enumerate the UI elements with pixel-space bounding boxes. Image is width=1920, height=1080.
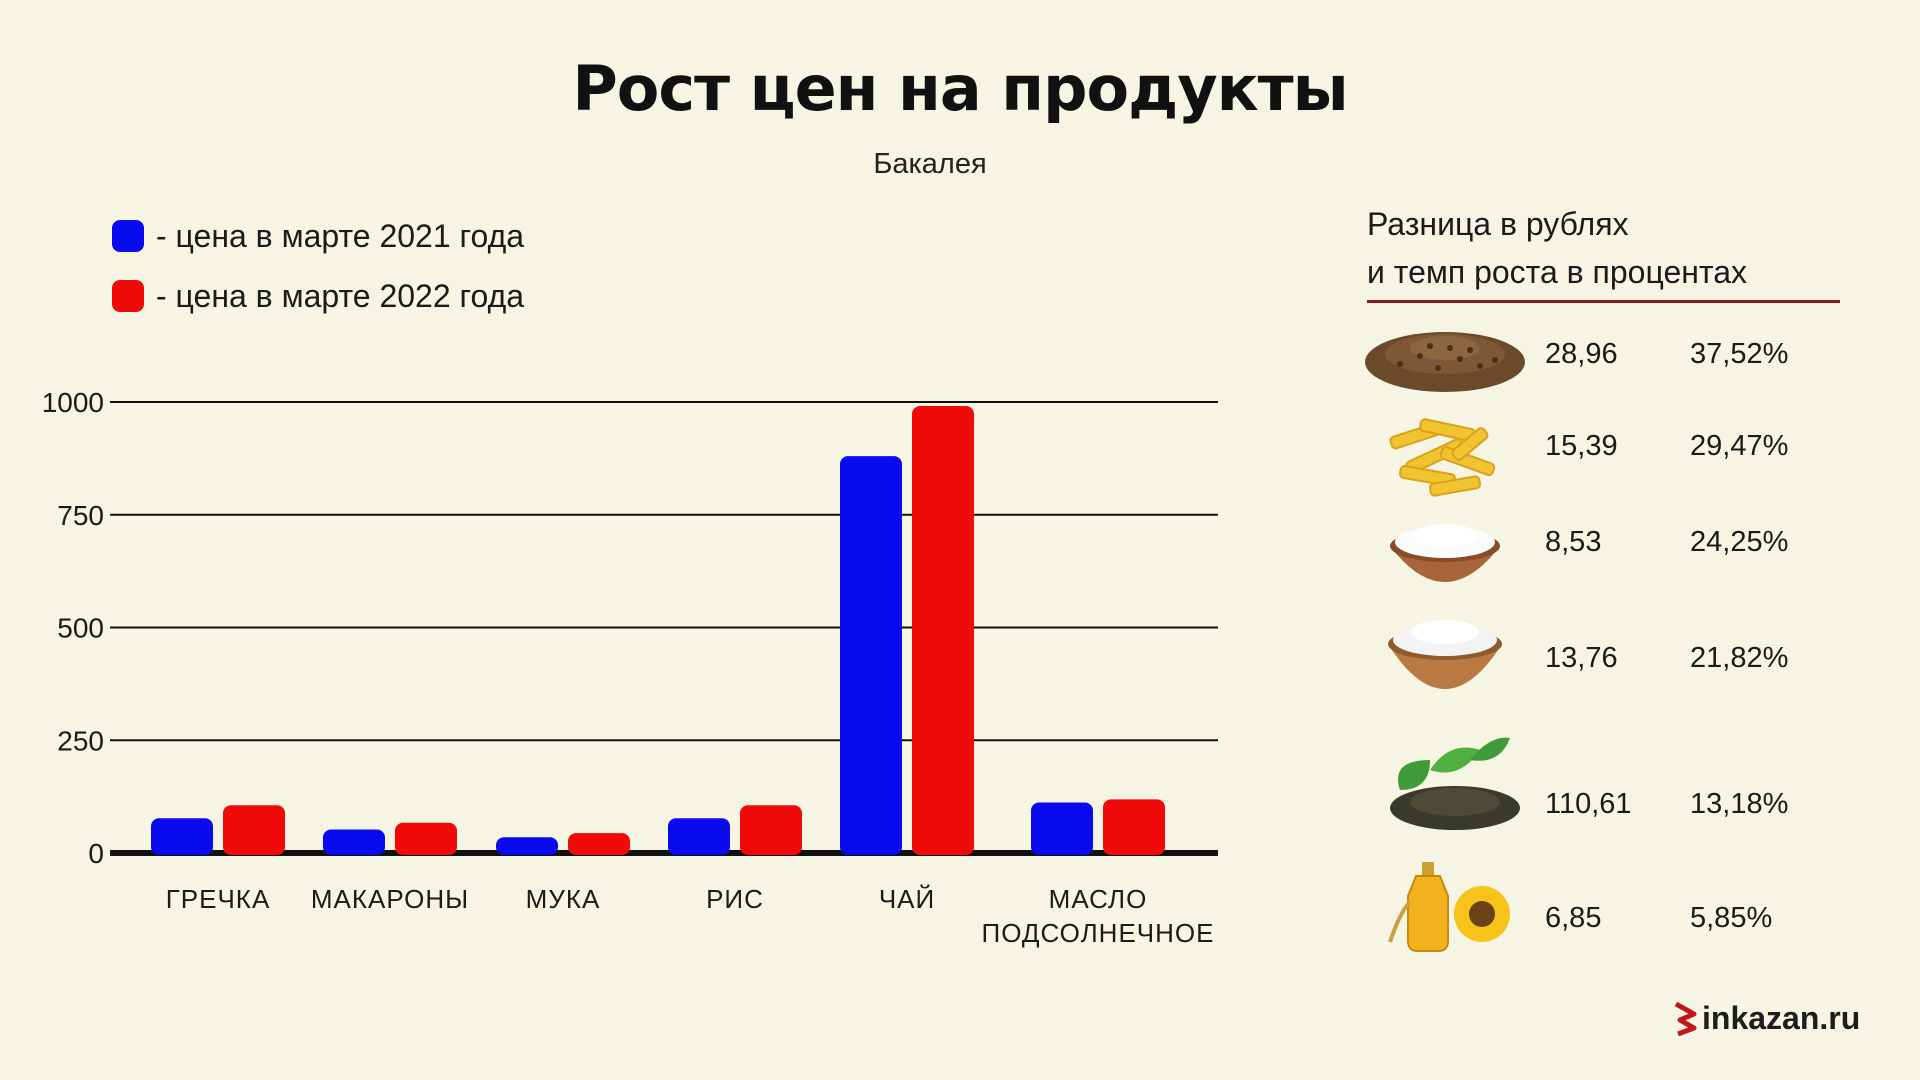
panel-row-tea: 110,61 13,18% bbox=[1360, 730, 1880, 840]
legend-label-2021: - цена в марте 2021 года bbox=[156, 217, 525, 254]
bar-2021-3 bbox=[668, 818, 730, 855]
x-category-label-4: ЧАЙ bbox=[879, 884, 935, 914]
panel-heading-line1: Разница в рублях bbox=[1367, 206, 1629, 242]
tea-leaves-icon bbox=[1390, 737, 1520, 830]
panel-diff-flour: 8,53 bbox=[1545, 526, 1602, 558]
bar-2021-0 bbox=[151, 818, 213, 855]
site-logo[interactable]: inkazan.ru bbox=[1672, 1000, 1860, 1037]
sunflower-oil-icon bbox=[1388, 862, 1510, 952]
bar-2021-4 bbox=[840, 456, 902, 855]
panel-diff-pasta: 15,39 bbox=[1545, 430, 1618, 462]
bar-chart: 0 250 500 750 1000 ГРЕЧКА МАКАРОНЫ МУКА РИС ЧАЙ МА… bbox=[42, 387, 1218, 948]
bar-2021-5 bbox=[1031, 802, 1093, 855]
panel-heading: Разница в рублях и темп роста в процента… bbox=[1367, 200, 1847, 296]
legend-item-2021: - цена в марте 2021 года bbox=[112, 206, 524, 266]
y-tick-label-500: 500 bbox=[57, 613, 104, 644]
panel-pct-flour: 24,25% bbox=[1690, 526, 1789, 558]
chart-title: Рост цен на продукты bbox=[572, 52, 1348, 125]
flour-bowl-icon bbox=[1390, 524, 1500, 582]
panel-pct-pasta: 29,47% bbox=[1690, 430, 1789, 462]
x-category-label-2: МУКА bbox=[526, 884, 601, 914]
legend-swatch-2022 bbox=[112, 280, 144, 312]
panel-pct-buckwheat: 37,52% bbox=[1690, 338, 1789, 370]
bar-2022-2 bbox=[568, 833, 630, 855]
x-category-label-1: МАКАРОНЫ bbox=[311, 884, 469, 914]
y-tick-label-1000: 1000 bbox=[42, 387, 104, 418]
chart-subtitle: Бакалея bbox=[873, 148, 987, 180]
logo-mark-icon bbox=[1674, 1001, 1697, 1036]
legend-item-2022: - цена в марте 2022 года bbox=[112, 266, 524, 326]
panel-diff-tea: 110,61 bbox=[1545, 788, 1632, 820]
panel-pct-tea: 13,18% bbox=[1690, 788, 1789, 820]
bar-2021-1 bbox=[323, 829, 385, 855]
panel-divider bbox=[1367, 300, 1840, 303]
legend: - цена в марте 2021 года - цена в марте … bbox=[112, 206, 524, 326]
bar-2022-0 bbox=[223, 805, 285, 855]
panel-diff-oil: 6,85 bbox=[1545, 902, 1602, 934]
y-tick-label-750: 750 bbox=[57, 500, 104, 531]
buckwheat-icon bbox=[1365, 332, 1525, 392]
x-category-label-3: РИС bbox=[706, 884, 764, 914]
panel-row-pasta: 15,39 29,47% bbox=[1360, 400, 1880, 510]
panel-row-rice: 13,76 21,82% bbox=[1360, 604, 1880, 714]
logo-text: inkazan.ru bbox=[1702, 1000, 1861, 1036]
bar-2022-4 bbox=[912, 406, 974, 855]
panel-diff-rice: 13,76 bbox=[1545, 642, 1618, 674]
panel-row-oil: 6,85 5,85% bbox=[1360, 852, 1880, 962]
bar-2022-5 bbox=[1103, 799, 1165, 855]
rice-bowl-icon bbox=[1388, 620, 1502, 689]
legend-label-2022: - цена в марте 2022 года bbox=[156, 277, 525, 314]
panel-diff-buckwheat: 28,96 bbox=[1545, 338, 1618, 370]
bar-2022-3 bbox=[740, 805, 802, 855]
panel-row-buckwheat: 28,96 37,52% bbox=[1360, 304, 1880, 414]
legend-swatch-2021 bbox=[112, 220, 144, 252]
panel-row-flour: 8,53 24,25% bbox=[1360, 498, 1880, 608]
bar-2021-2 bbox=[496, 837, 558, 855]
panel-pct-oil: 5,85% bbox=[1690, 902, 1773, 934]
bar-2022-1 bbox=[395, 822, 457, 855]
y-tick-label-250: 250 bbox=[57, 725, 104, 756]
x-category-label-0: ГРЕЧКА bbox=[166, 884, 271, 914]
y-tick-label-0: 0 bbox=[88, 838, 104, 869]
x-category-label-5: МАСЛО ПОДСОЛНЕЧНОЕ bbox=[982, 884, 1215, 948]
pasta-icon bbox=[1389, 418, 1496, 497]
panel-pct-rice: 21,82% bbox=[1690, 642, 1789, 674]
panel-heading-line2: и темп роста в процентах bbox=[1367, 254, 1747, 290]
